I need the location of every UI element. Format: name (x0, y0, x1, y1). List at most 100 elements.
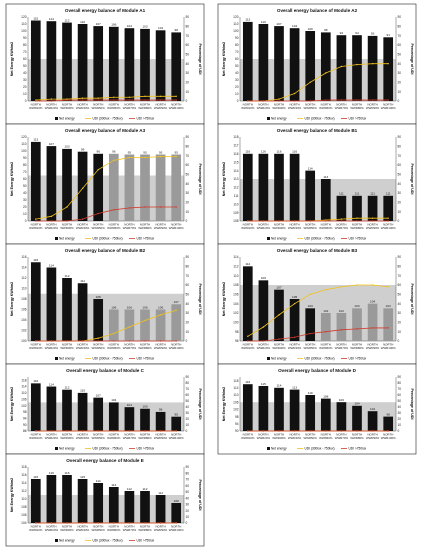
series-point (50, 522, 53, 524)
x-tick-label: NORTH WWR90% (154, 433, 168, 441)
data-label: 106 (158, 305, 163, 309)
bar (171, 503, 182, 523)
x-tick-label-line: NORTH (155, 525, 165, 529)
bar (62, 148, 72, 221)
y2-tick-label: 80 (186, 25, 190, 29)
y2-axis-label: Percentage of UDI (198, 44, 202, 75)
chart-panel: Overall energy balance of Module A2 0 10 20… (217, 3, 417, 125)
data-label: 100 (142, 405, 147, 409)
x-tick-label-line: WWR100% (381, 226, 396, 230)
series-point (66, 522, 68, 524)
data-label: 95 (174, 150, 178, 154)
series-point (97, 97, 99, 99)
bar (274, 387, 284, 431)
y2-tick-label: 0 (398, 339, 400, 343)
y2-tick-label: 30 (186, 503, 190, 507)
series-point (97, 430, 99, 432)
data-label: 100 (308, 27, 313, 31)
x-tick-label-line: WWR30% (60, 106, 74, 110)
x-tick-label-line: WWR40% (288, 106, 302, 110)
x-tick-label-line: NORTH (289, 103, 299, 107)
legend-entry: Net energy (59, 357, 75, 361)
x-tick-label-line: NORTH (62, 433, 72, 437)
series-point (387, 286, 389, 288)
data-label: 95 (128, 150, 132, 154)
bar (124, 154, 135, 221)
data-label: 103 (142, 25, 147, 29)
x-tick-label: NORTH WWR50% (304, 223, 318, 231)
x-tick-label: NORTH WWR70% (335, 223, 349, 231)
x-tick-label: NORTH WWR90% (366, 103, 380, 111)
series-point (371, 99, 374, 101)
y2-tick-label: 10 (398, 90, 402, 94)
x-tick-label-line: NORTH (31, 433, 41, 437)
x-tick-label: NORTH WWR10% (241, 343, 255, 351)
bar (62, 389, 72, 431)
x-tick-label: NORTH WWR10% (241, 223, 255, 231)
y-tick-label: 110 (21, 287, 26, 291)
series-point (128, 430, 131, 432)
y2-tick-label: 30 (186, 311, 190, 315)
y-tick-label: 100 (21, 29, 27, 33)
x-tick-label: NORTH WWR30% (60, 433, 74, 441)
series-point (113, 99, 115, 101)
legend-entry: UDI >750lux (137, 447, 155, 451)
legend: Net energy UDI (300lux - 750lux) UDI >750l… (55, 447, 155, 451)
y2-tick-label: 30 (398, 411, 402, 415)
bar (320, 32, 331, 101)
series-point (387, 99, 389, 101)
x-tick-label: NORTH WWR30% (272, 343, 286, 351)
y-tick-label: 70 (23, 50, 27, 54)
x-tick-label: NORTH WWR60% (319, 433, 333, 441)
y2-tick-label: 50 (398, 293, 402, 297)
y2-tick-label: 90 (398, 15, 402, 19)
series-point (128, 156, 131, 159)
y-tick-label: 104 (21, 318, 27, 322)
series-point (128, 207, 131, 209)
y-tick-label: 30 (235, 78, 239, 82)
series-point (128, 522, 131, 524)
y2-tick-label: 30 (186, 71, 190, 75)
x-tick-label: NORTH WWR80% (350, 103, 364, 111)
series-point (113, 332, 115, 335)
bar (30, 262, 41, 341)
x-tick-label-line: WWR70% (335, 436, 349, 440)
y2-tick-label: 70 (398, 154, 402, 158)
x-tick-label-line: NORTH (258, 433, 268, 437)
x-tick-label-line: NORTH (274, 103, 284, 107)
x-tick-label-line: WWR90% (366, 226, 380, 230)
series-point (340, 286, 343, 288)
bar (124, 309, 135, 341)
x-tick-label-line: WWR10% (29, 436, 43, 440)
data-label: 114 (49, 382, 54, 386)
x-tick-label-line: NORTH (352, 343, 362, 347)
bar (352, 405, 362, 431)
legend-swatch-net-energy (267, 357, 270, 360)
y-tick-label: 86 (23, 429, 27, 433)
x-tick-label-line: WWR80% (350, 106, 364, 110)
x-tick-label-line: NORTH (321, 103, 331, 107)
x-tick-label-line: NORTH (77, 103, 87, 107)
x-tick-label: NORTH WWR80% (350, 433, 364, 441)
x-tick-label: NORTH WWR50% (304, 433, 318, 441)
series-point (81, 340, 84, 342)
x-tick-label: NORTH WWR40% (288, 343, 302, 351)
x-tick-label-line: NORTH (321, 433, 331, 437)
series-point (371, 62, 374, 65)
x-tick-label-line: NORTH (171, 223, 181, 227)
y2-tick-label: 20 (398, 201, 402, 205)
x-tick-label-line: WWR30% (272, 436, 286, 440)
y-tick-label: 108 (21, 297, 27, 301)
x-tick-label: NORTH WWR70% (335, 433, 349, 441)
series-point (35, 522, 37, 524)
bar (171, 154, 182, 221)
x-tick-label-line: WWR30% (272, 346, 286, 350)
data-label: 113 (33, 138, 38, 142)
x-tick-label-line: NORTH (367, 433, 377, 437)
y-tick-label: 114 (233, 386, 238, 390)
chart-title: Overall energy balance of Module E (66, 458, 144, 463)
y-tick-label: 114 (21, 266, 26, 270)
x-tick-label: NORTH WWR90% (154, 223, 168, 231)
y-tick-label: 108 (21, 505, 27, 509)
series-point (159, 155, 162, 158)
